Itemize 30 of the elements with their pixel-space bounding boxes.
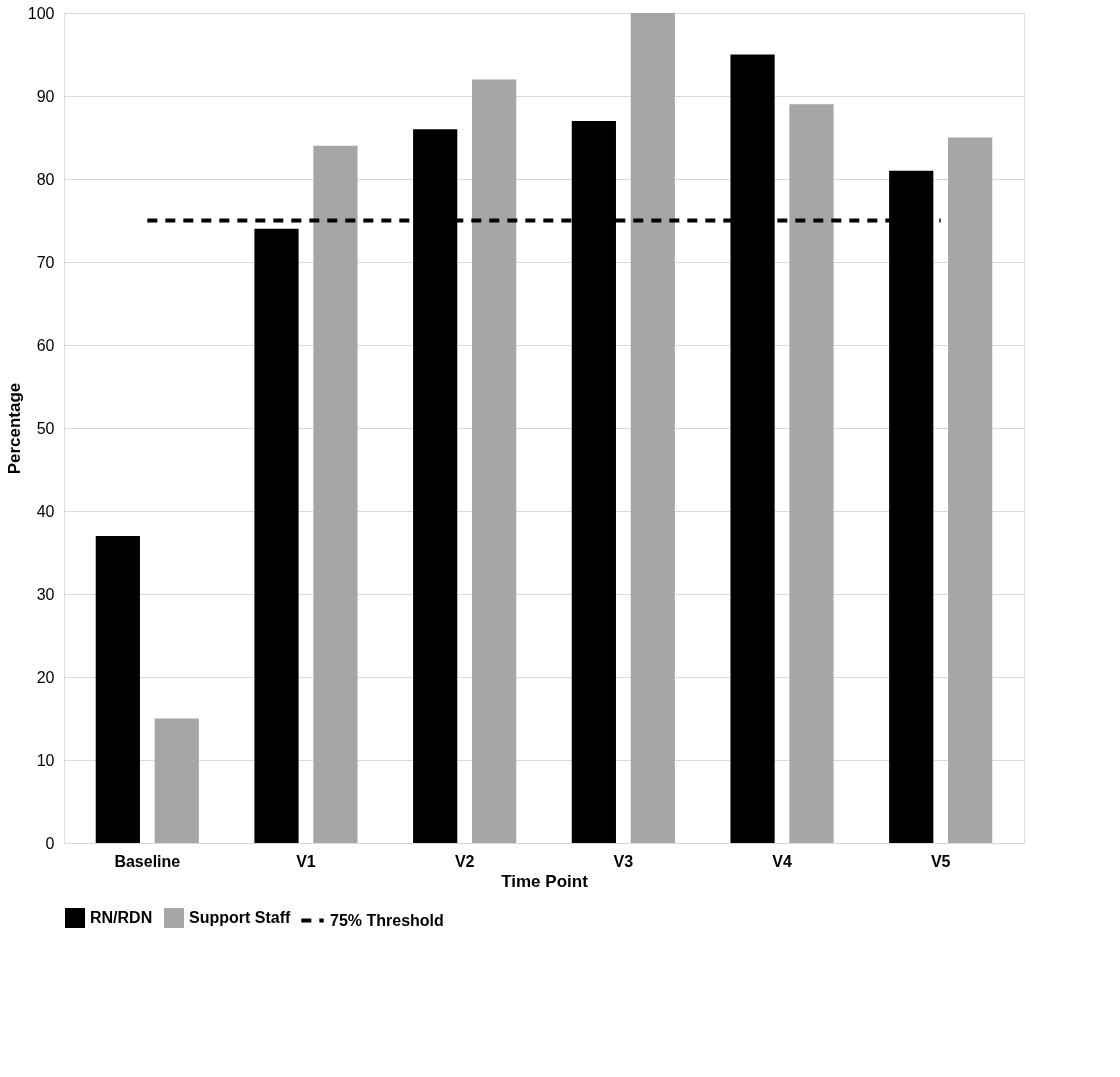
x-tick-label: V5	[930, 852, 951, 870]
bar	[254, 228, 299, 843]
x-axis-title: Time Point	[501, 871, 589, 891]
y-tick-label: 40	[36, 502, 55, 520]
x-tick-label: V3	[613, 852, 634, 870]
legend-label: RN/RDN	[90, 909, 153, 926]
x-tick-label: V4	[772, 852, 792, 870]
y-tick-label: 50	[36, 419, 55, 437]
x-tick-label: V2	[454, 852, 475, 870]
legend-label: Support Staff	[189, 909, 291, 926]
y-tick-label: 70	[36, 253, 55, 271]
y-tick-label: 80	[36, 170, 55, 188]
bar	[154, 718, 199, 843]
y-axis-title: Percentage	[4, 382, 24, 475]
legend-label: 75% Threshold	[330, 911, 444, 929]
x-tick-label: V1	[296, 852, 316, 870]
y-tick-label: 20	[36, 668, 55, 686]
bar	[630, 13, 675, 843]
y-tick-label: 0	[45, 834, 55, 852]
y-tick-label: 90	[36, 87, 55, 105]
y-tick-label: 100	[27, 4, 55, 22]
x-tick-label: Baseline	[114, 852, 181, 870]
bar	[789, 104, 834, 843]
y-tick-label: 60	[36, 336, 55, 354]
bar	[313, 145, 358, 843]
y-tick-label: 10	[36, 751, 55, 769]
bar	[472, 79, 517, 843]
bar	[95, 535, 140, 843]
y-tick-label: 30	[36, 585, 55, 603]
bar	[948, 137, 993, 843]
